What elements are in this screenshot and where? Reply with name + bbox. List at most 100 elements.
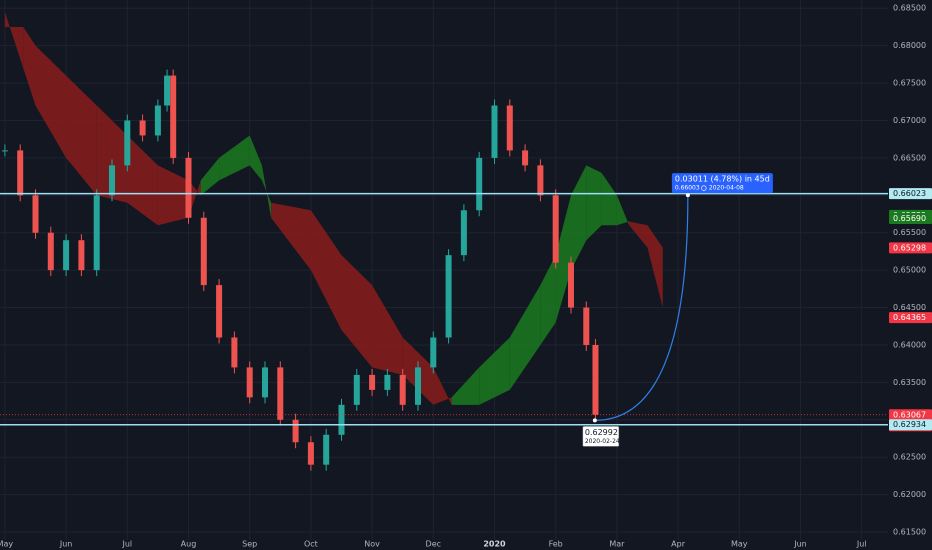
measure-box: [671, 173, 773, 194]
cloud-segment: [647, 225, 663, 308]
measure-text: 0.03011 (4.78%) in 45d: [675, 175, 770, 184]
y-tick-label: 0.64500: [893, 303, 926, 312]
candle-body: [307, 442, 314, 465]
candle-body: [185, 157, 192, 218]
cloud-segment: [66, 75, 97, 196]
candle-body: [32, 195, 39, 233]
x-tick-label: May: [731, 540, 748, 549]
x-tick-label: 2020: [483, 540, 506, 549]
x-tick-label: Sep: [242, 540, 257, 549]
price-tag-label: 0.63067: [893, 410, 926, 419]
candle-body: [200, 217, 207, 286]
y-tick-label: 0.66500: [893, 153, 926, 162]
start-point: [592, 418, 597, 423]
price-tag: [889, 419, 932, 431]
candle-body: [170, 75, 177, 158]
cloud-segment: [629, 221, 648, 248]
cloud-segment: [271, 202, 311, 271]
cloud-segment: [601, 172, 617, 226]
candle-body: [231, 337, 238, 368]
cloud-segment: [127, 135, 158, 226]
cloud-segment: [586, 165, 602, 241]
cloud-segment: [433, 367, 452, 405]
candle-body: [292, 419, 299, 443]
y-tick-label: 0.68000: [893, 41, 926, 50]
end-point: [685, 193, 690, 198]
candle-body: [537, 165, 544, 196]
cloud-segment: [310, 210, 342, 330]
price-tag-label: 0.65298: [893, 243, 926, 252]
start-label-box: [582, 426, 620, 447]
x-tick-label: Feb: [549, 540, 563, 549]
candle-body: [1, 150, 8, 152]
x-tick-label: May: [0, 540, 13, 549]
x-tick-label: Aug: [181, 540, 197, 549]
y-tick-label: 0.65500: [893, 228, 926, 237]
candle-body: [124, 120, 131, 166]
candle-body: [552, 195, 559, 263]
candle-body: [277, 367, 284, 420]
candle-body: [154, 105, 161, 136]
y-tick-label: 0.67500: [893, 79, 926, 88]
clock-icon: [701, 185, 707, 191]
y-tick-label: 0.68500: [893, 4, 926, 13]
y-tick-label: 0.61500: [893, 528, 926, 537]
y-tick-label: 0.62500: [893, 453, 926, 462]
price-tag: [889, 242, 932, 254]
cloud-segment: [219, 135, 250, 181]
price-tag-label: 0.65690: [893, 214, 926, 223]
cloud-segment: [23, 26, 36, 106]
x-tick-label: Oct: [304, 540, 318, 549]
candle-body: [261, 367, 268, 398]
cloud-segment: [570, 165, 587, 271]
candle-body: [414, 367, 421, 405]
cloud-segment: [540, 255, 556, 345]
cloud-segment: [261, 165, 272, 218]
candle-body: [78, 240, 85, 271]
cloud-segment: [35, 45, 67, 158]
candle-body: [216, 285, 223, 338]
candle-body: [592, 344, 599, 415]
candle-body: [47, 232, 54, 271]
candle-body: [164, 75, 171, 106]
price-scale: [888, 0, 932, 550]
cloud-segment: [341, 255, 373, 368]
cloud-segment: [188, 180, 201, 218]
x-tick-label: Jul: [121, 540, 132, 549]
candle-body: [430, 337, 437, 368]
candle-body: [583, 307, 590, 345]
price-tag: [889, 312, 932, 324]
candle-body: [445, 255, 452, 338]
y-tick-label: 0.64000: [893, 340, 926, 349]
candle-body: [93, 195, 100, 271]
x-tick-label: Mar: [609, 540, 625, 549]
y-tick-label: 0.65000: [893, 266, 926, 275]
price-tag: [889, 213, 932, 225]
cloud-segment: [4, 11, 24, 69]
candle-body: [476, 157, 483, 211]
start-price: 0.62992: [585, 428, 618, 437]
x-tick-label: Jun: [793, 540, 807, 549]
cloud-segment: [372, 285, 403, 375]
cloud-segment: [479, 337, 510, 405]
cloud-segment: [157, 165, 189, 226]
projection-curve: [594, 195, 689, 421]
candle-body: [246, 367, 253, 398]
start-date: 2020-02-24: [585, 438, 620, 445]
x-tick-label: Apr: [671, 540, 686, 549]
cloud-segment: [555, 195, 571, 323]
x-tick-label: Jul: [856, 540, 867, 549]
candle-body: [506, 105, 513, 151]
candle-body: [139, 120, 146, 136]
cloud-segment: [616, 195, 630, 226]
candle-body: [522, 150, 529, 166]
y-tick-label: 0.67000: [893, 116, 926, 125]
candle-body: [460, 210, 467, 256]
x-tick-label: Nov: [364, 540, 380, 549]
price-tag-label: 0.64365: [893, 313, 926, 322]
candle-body: [17, 150, 24, 196]
candle-body: [567, 262, 574, 308]
price-tag-label: 0.66023: [893, 189, 926, 198]
